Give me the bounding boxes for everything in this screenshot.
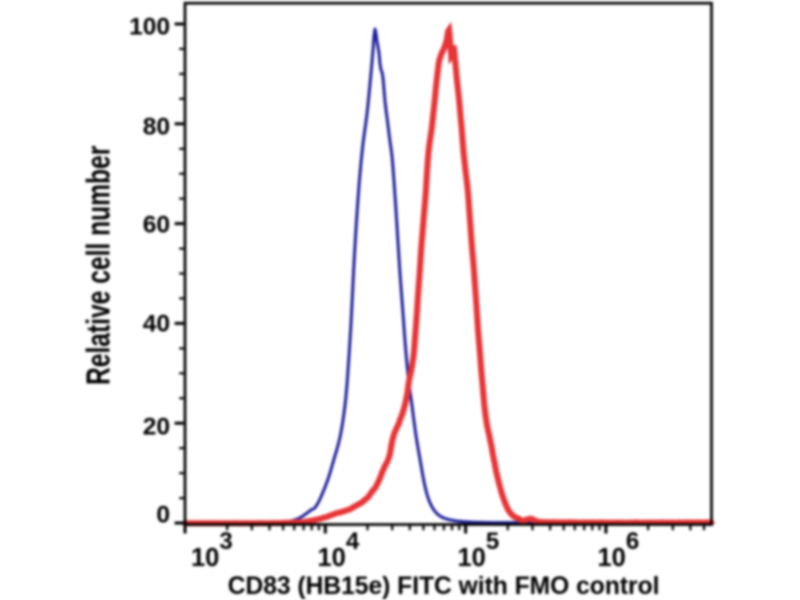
svg-text:60: 60	[143, 212, 170, 239]
svg-text:105: 105	[458, 528, 500, 572]
svg-text:100: 100	[129, 13, 170, 40]
svg-text:104: 104	[318, 528, 360, 572]
svg-text:106: 106	[598, 528, 640, 572]
svg-text:0: 0	[156, 502, 170, 529]
svg-text:40: 40	[143, 311, 170, 338]
svg-text:80: 80	[143, 114, 170, 141]
svg-text:103: 103	[191, 528, 233, 572]
svg-text:20: 20	[143, 414, 170, 441]
svg-text:Relative cell number: Relative cell number	[80, 146, 118, 385]
svg-text:CD83 (HB15e) FITC with FMO con: CD83 (HB15e) FITC with FMO control	[228, 573, 660, 600]
